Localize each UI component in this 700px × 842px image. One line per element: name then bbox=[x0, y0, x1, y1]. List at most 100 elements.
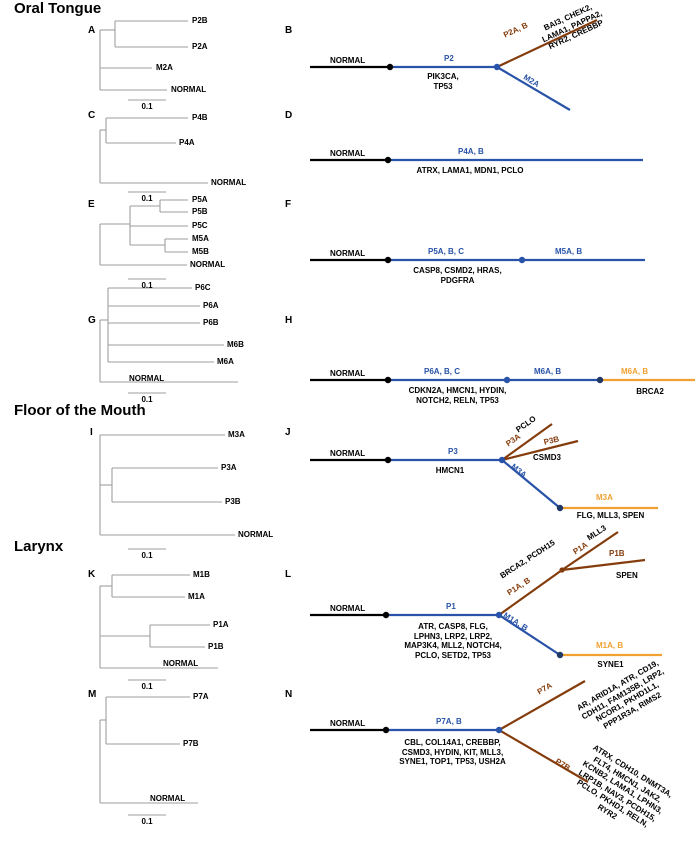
l-met-genes: SYNE1 bbox=[597, 660, 624, 669]
n-normal-label: NORMAL bbox=[330, 719, 366, 728]
n-trunk-genes: CBL, COL14A1, CREBBP, CSMD3, HYDIN, KIT,… bbox=[399, 738, 506, 766]
dendro-a-leaf-m2a: M2A bbox=[156, 63, 173, 72]
f-seg1-genes: CASP8, CSMD2, HRAS, PDGFRA bbox=[413, 266, 502, 285]
l-branch-p1b-genes: SPEN bbox=[616, 571, 638, 580]
dendro-a-leaf-p2b: P2B bbox=[192, 16, 208, 25]
panel-letter-h: H bbox=[285, 315, 293, 326]
dendro-k-scale-label: 0.1 bbox=[141, 682, 153, 691]
l-normal-label: NORMAL bbox=[330, 604, 366, 613]
panel-letter-l: L bbox=[285, 569, 292, 580]
panel-letter-a: A bbox=[88, 25, 96, 36]
dendro-e-leaf-p5c: P5C bbox=[192, 221, 208, 230]
panel-letter-m: M bbox=[88, 689, 97, 700]
b-normal-label: NORMAL bbox=[330, 56, 366, 65]
dendro-g-leaf-normal: NORMAL bbox=[129, 374, 165, 383]
dendro-i-scale-label: 0.1 bbox=[141, 551, 153, 560]
h-seg2-label: M6A, B bbox=[534, 367, 562, 376]
panel-letter-b: B bbox=[285, 25, 293, 36]
b-trunk-label: P2 bbox=[444, 54, 454, 63]
evolution-tree-j bbox=[310, 423, 658, 512]
dendro-m-scale-label: 0.1 bbox=[141, 817, 153, 826]
panel-letter-i: I bbox=[90, 427, 93, 438]
dendro-k-leaf-m1b: M1B bbox=[193, 570, 210, 579]
d-normal-label: NORMAL bbox=[330, 149, 366, 158]
dendrogram-k bbox=[99, 574, 218, 681]
dendro-e-leaf-p5a: P5A bbox=[192, 195, 208, 204]
j-branch-p3b-genes: CSMD3 bbox=[533, 453, 562, 462]
panel-letter-d: D bbox=[285, 110, 293, 121]
section-title-larynx: Larynx bbox=[14, 538, 64, 555]
dendro-e-leaf-m5a: M5A bbox=[192, 234, 209, 243]
dendrogram-i bbox=[99, 434, 235, 550]
h-seg3-label: M6A, B bbox=[621, 367, 649, 376]
b-trunk-genes: PIK3CA, TP53 bbox=[427, 72, 459, 91]
d-trunk-label: P4A, B bbox=[458, 147, 484, 156]
dendro-c-leaf-p4a: P4A bbox=[179, 138, 195, 147]
evolution-tree-b bbox=[310, 19, 598, 111]
dendro-i-leaf-p3b: P3B bbox=[225, 497, 241, 506]
dendro-g-leaf-m6a: M6A bbox=[217, 357, 234, 366]
dendro-c-scale-label: 0.1 bbox=[141, 194, 153, 203]
dendro-e-leaf-normal: NORMAL bbox=[190, 260, 226, 269]
dendrogram-g bbox=[99, 287, 238, 394]
j-met-genes: FLG, MLL3, SPEN bbox=[576, 511, 645, 520]
dendro-i-leaf-normal: NORMAL bbox=[238, 530, 274, 539]
dendro-g-leaf-m6b: M6B bbox=[227, 340, 244, 349]
h-normal-label: NORMAL bbox=[330, 369, 366, 378]
n-trunk-label: P7A, B bbox=[436, 717, 462, 726]
l-met-label: M1A, B bbox=[596, 641, 624, 650]
dendro-a-leaf-p2a: P2A bbox=[192, 42, 208, 51]
l-trunk-genes: ATR, CASP8, FLG, LPHN3, LRP2, LRP2, MAP3… bbox=[404, 622, 502, 660]
dendro-c-leaf-normal: NORMAL bbox=[211, 178, 247, 187]
d-trunk-genes: ATRX, LAMA1, MDN1, PCLO bbox=[416, 166, 524, 175]
f-seg2-label: M5A, B bbox=[555, 247, 583, 256]
dendro-k-leaf-normal: NORMAL bbox=[163, 659, 199, 668]
dendro-i-leaf-m3a: M3A bbox=[228, 430, 245, 439]
dendro-g-leaf-p6c: P6C bbox=[195, 283, 211, 292]
evolution-tree-d bbox=[310, 156, 643, 164]
evolution-tree-f bbox=[310, 256, 645, 264]
dendrogram-m bbox=[99, 696, 198, 816]
h-seg3-genes: BRCA2 bbox=[636, 387, 664, 396]
f-seg1-label: P5A, B, C bbox=[428, 247, 465, 256]
dendrogram-e bbox=[99, 199, 188, 280]
dendro-k-leaf-p1b: P1B bbox=[208, 642, 224, 651]
dendro-g-leaf-p6a: P6A bbox=[203, 301, 219, 310]
dendro-i-leaf-p3a: P3A bbox=[221, 463, 237, 472]
f-normal-label: NORMAL bbox=[330, 249, 366, 258]
dendro-g-leaf-p6b: P6B bbox=[203, 318, 219, 327]
dendro-m-leaf-normal: NORMAL bbox=[150, 794, 186, 803]
dendro-k-leaf-p1a: P1A bbox=[213, 620, 229, 629]
j-met-label: M3A bbox=[596, 493, 613, 502]
evolution-tree-h bbox=[310, 376, 695, 384]
section-title-floor-mouth: Floor of the Mouth bbox=[14, 402, 146, 419]
dendro-e-leaf-p5b: P5B bbox=[192, 207, 208, 216]
evolution-tree-l bbox=[310, 531, 662, 659]
dendro-c-leaf-p4b: P4B bbox=[192, 113, 208, 122]
panel-letter-g: G bbox=[88, 315, 96, 326]
panel-letter-j: J bbox=[285, 427, 291, 438]
panel-letter-c: C bbox=[88, 110, 96, 121]
j-normal-label: NORMAL bbox=[330, 449, 366, 458]
dendro-m-leaf-p7a: P7A bbox=[193, 692, 209, 701]
l-trunk-label: P1 bbox=[446, 602, 456, 611]
evolution-tree-n bbox=[310, 680, 589, 783]
panel-letter-k: K bbox=[88, 569, 96, 580]
h-seg1-label: P6A, B, C bbox=[424, 367, 461, 376]
h-seg1-genes: CDKN2A, HMCN1, HYDIN, NOTCH2, RELN, TP53 bbox=[408, 386, 507, 405]
dendrogram-c bbox=[99, 117, 208, 193]
dendro-e-scale-label: 0.1 bbox=[141, 281, 153, 290]
j-trunk-label: P3 bbox=[448, 447, 458, 456]
panel-letter-f: F bbox=[285, 199, 292, 210]
dendro-e-leaf-m5b: M5B bbox=[192, 247, 209, 256]
j-trunk-genes: HMCN1 bbox=[435, 466, 465, 475]
panel-letter-n: N bbox=[285, 689, 293, 700]
section-title-oral-tongue: Oral Tongue bbox=[14, 0, 102, 17]
panel-letter-e: E bbox=[88, 199, 95, 210]
dendro-k-leaf-m1a: M1A bbox=[188, 592, 205, 601]
dendro-m-leaf-p7b: P7B bbox=[183, 739, 199, 748]
dendro-a-scale-label: 0.1 bbox=[141, 102, 153, 111]
dendro-a-leaf-normal: NORMAL bbox=[171, 85, 207, 94]
